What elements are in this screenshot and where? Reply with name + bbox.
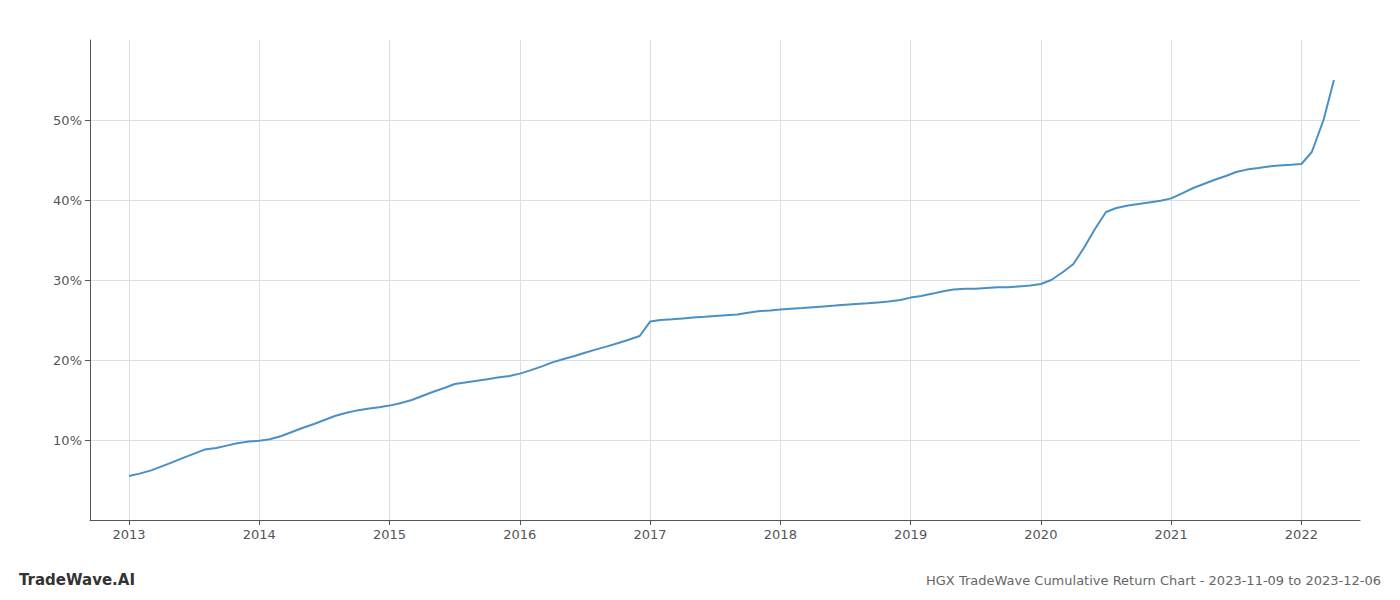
svg-text:10%: 10% xyxy=(53,433,82,448)
svg-text:2021: 2021 xyxy=(1155,527,1188,542)
svg-text:2013: 2013 xyxy=(113,527,146,542)
svg-text:HGX TradeWave Cumulative Retur: HGX TradeWave Cumulative Return Chart - … xyxy=(926,573,1381,588)
svg-text:2017: 2017 xyxy=(634,527,667,542)
svg-text:2015: 2015 xyxy=(373,527,406,542)
svg-text:2014: 2014 xyxy=(243,527,276,542)
svg-text:TradeWave.AI: TradeWave.AI xyxy=(19,571,135,589)
svg-text:20%: 20% xyxy=(53,353,82,368)
svg-text:2020: 2020 xyxy=(1024,527,1057,542)
svg-text:30%: 30% xyxy=(53,273,82,288)
svg-text:50%: 50% xyxy=(53,113,82,128)
svg-text:2018: 2018 xyxy=(764,527,797,542)
svg-text:40%: 40% xyxy=(53,193,82,208)
svg-text:2016: 2016 xyxy=(503,527,536,542)
svg-text:2019: 2019 xyxy=(894,527,927,542)
svg-text:2022: 2022 xyxy=(1285,527,1318,542)
